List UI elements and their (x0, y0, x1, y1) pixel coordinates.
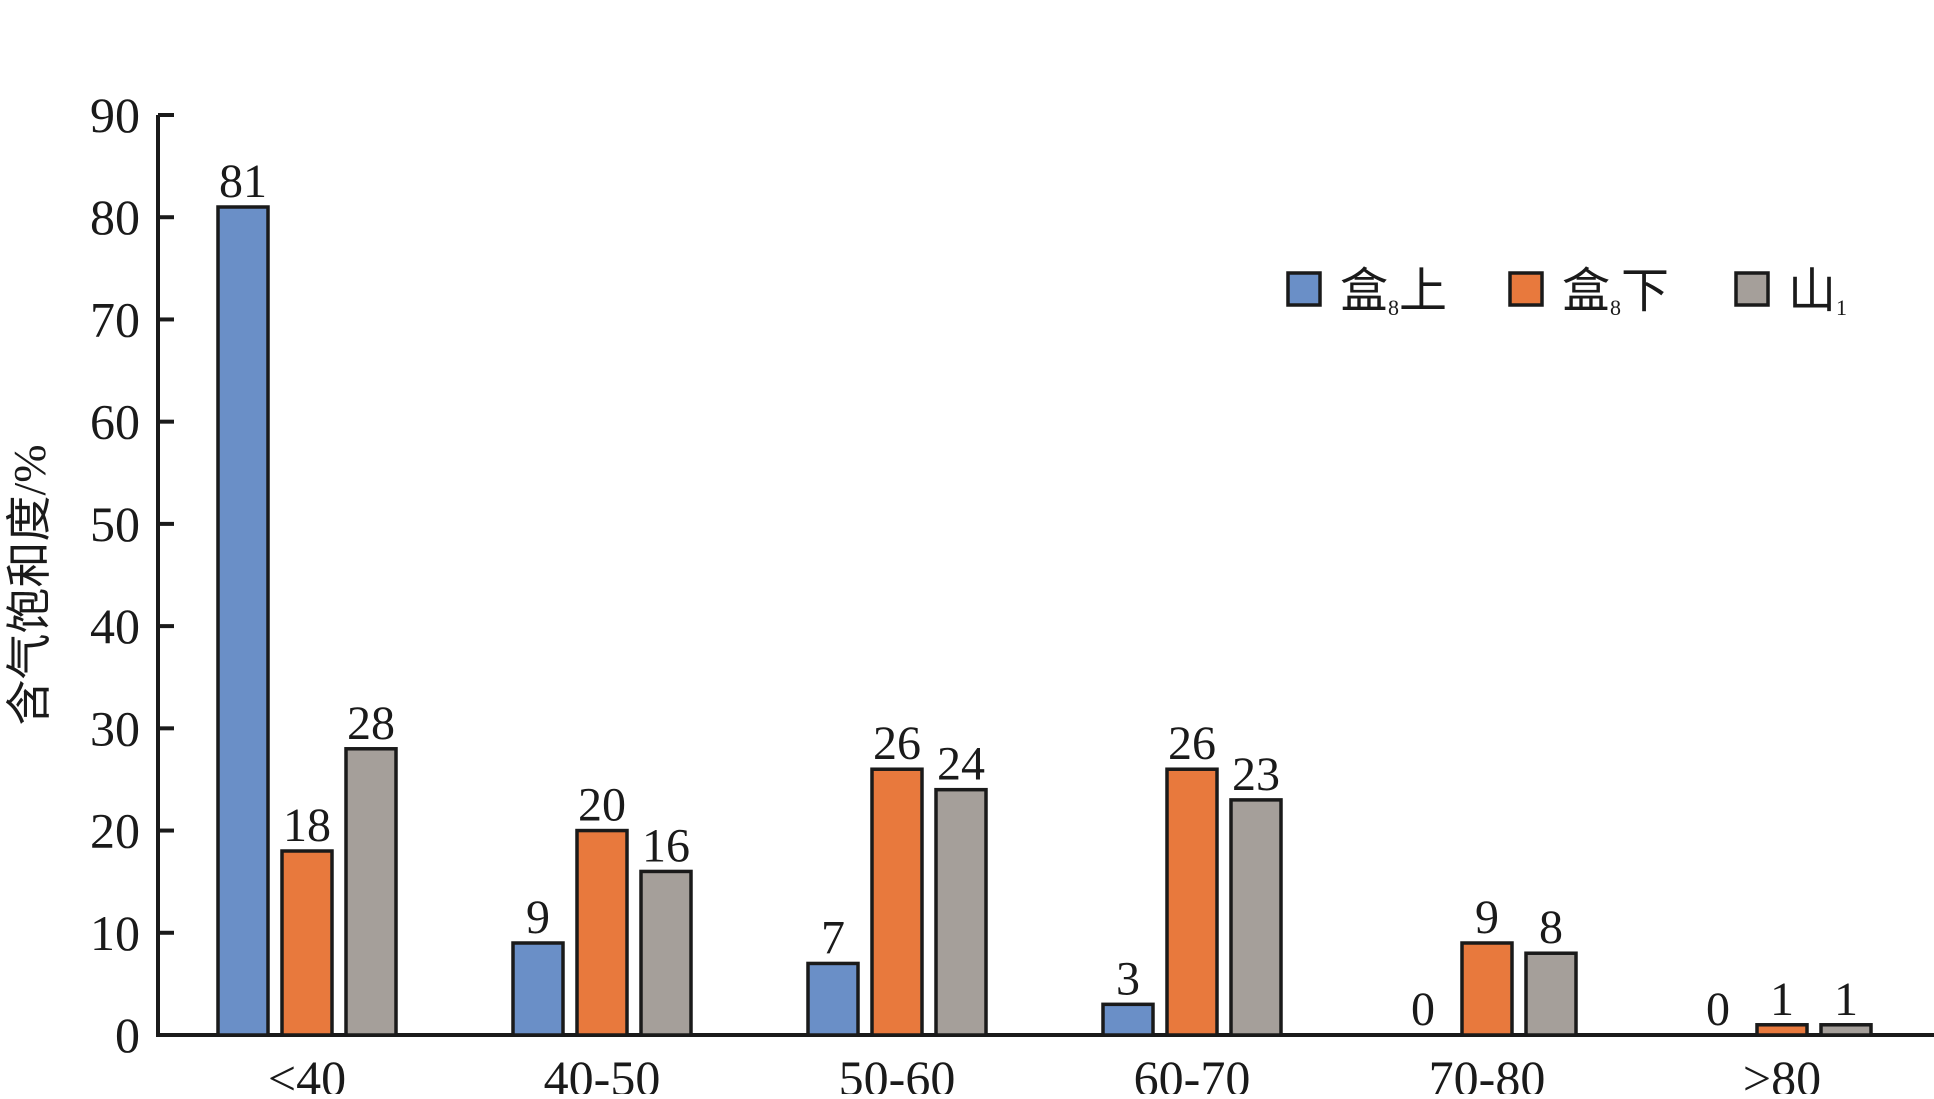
legend-label: 山1 (1788, 265, 1847, 320)
y-ticks: 0 10 20 30 40 50 60 70 80 90 (90, 87, 174, 1063)
legend-label: 盒8上 (1340, 265, 1447, 320)
bar (934, 787, 988, 1037)
data-label: 0 (1706, 983, 1730, 1036)
x-tick-labels: <40 40-50 50-60 60-70 70-80 >80 (268, 1050, 1821, 1099)
bar (870, 767, 924, 1037)
y-tick-label: 90 (90, 87, 140, 143)
y-tick-label: 50 (90, 496, 140, 552)
data-label: 7 (821, 911, 845, 964)
bar (344, 747, 398, 1037)
x-tick-label: <40 (268, 1050, 346, 1094)
bar (639, 869, 693, 1037)
data-label: 18 (283, 799, 331, 852)
data-label: 23 (1232, 748, 1280, 801)
bar (575, 828, 629, 1037)
data-label: 1 (1834, 973, 1858, 1026)
y-tick-label: 70 (90, 291, 140, 347)
y-tick-label: 0 (115, 1007, 140, 1063)
bar (1165, 767, 1219, 1037)
bar (216, 205, 270, 1037)
bar (1755, 1023, 1809, 1037)
legend-swatch (1286, 271, 1322, 307)
legend: 盒8上 盒8下 山1 (1286, 265, 1847, 320)
bar (280, 849, 334, 1037)
data-label: 16 (642, 819, 690, 872)
bars (216, 205, 1873, 1037)
y-tick-label: 10 (90, 905, 140, 961)
axes (156, 115, 1934, 1037)
y-tick-label: 40 (90, 598, 140, 654)
data-label: 81 (219, 155, 267, 208)
data-label: 20 (578, 779, 626, 832)
legend-swatch (1734, 271, 1770, 307)
y-axis-label: 含气饱和度/% (4, 444, 55, 725)
y-tick-label: 20 (90, 803, 140, 859)
y-axis-label-group: 含气饱和度/% (4, 444, 55, 725)
y-tick-label: 30 (90, 700, 140, 756)
bar (511, 941, 565, 1037)
data-label: 3 (1116, 952, 1140, 1005)
data-label: 26 (1168, 717, 1216, 770)
data-label: 8 (1539, 901, 1563, 954)
legend-swatch (1508, 271, 1544, 307)
legend-label: 盒8下 (1562, 265, 1669, 320)
bar (1460, 941, 1514, 1037)
bar (1524, 951, 1578, 1037)
bar (1101, 1002, 1155, 1037)
x-tick-label: >80 (1743, 1050, 1821, 1094)
x-tick-label: 50-60 (839, 1050, 956, 1094)
x-tick-label: 70-80 (1429, 1050, 1546, 1094)
data-label: 1 (1770, 973, 1794, 1026)
data-label: 26 (873, 717, 921, 770)
data-label: 9 (1475, 891, 1499, 944)
y-tick-label: 60 (90, 394, 140, 450)
data-label: 28 (347, 697, 395, 750)
bar (806, 961, 860, 1037)
x-tick-label: 40-50 (544, 1050, 661, 1094)
bar (1819, 1023, 1873, 1037)
y-tick-label: 80 (90, 189, 140, 245)
x-tick-label: 60-70 (1134, 1050, 1251, 1094)
data-label: 24 (937, 738, 985, 791)
data-label: 9 (526, 891, 550, 944)
bar (1229, 798, 1283, 1037)
data-label: 0 (1411, 983, 1435, 1036)
